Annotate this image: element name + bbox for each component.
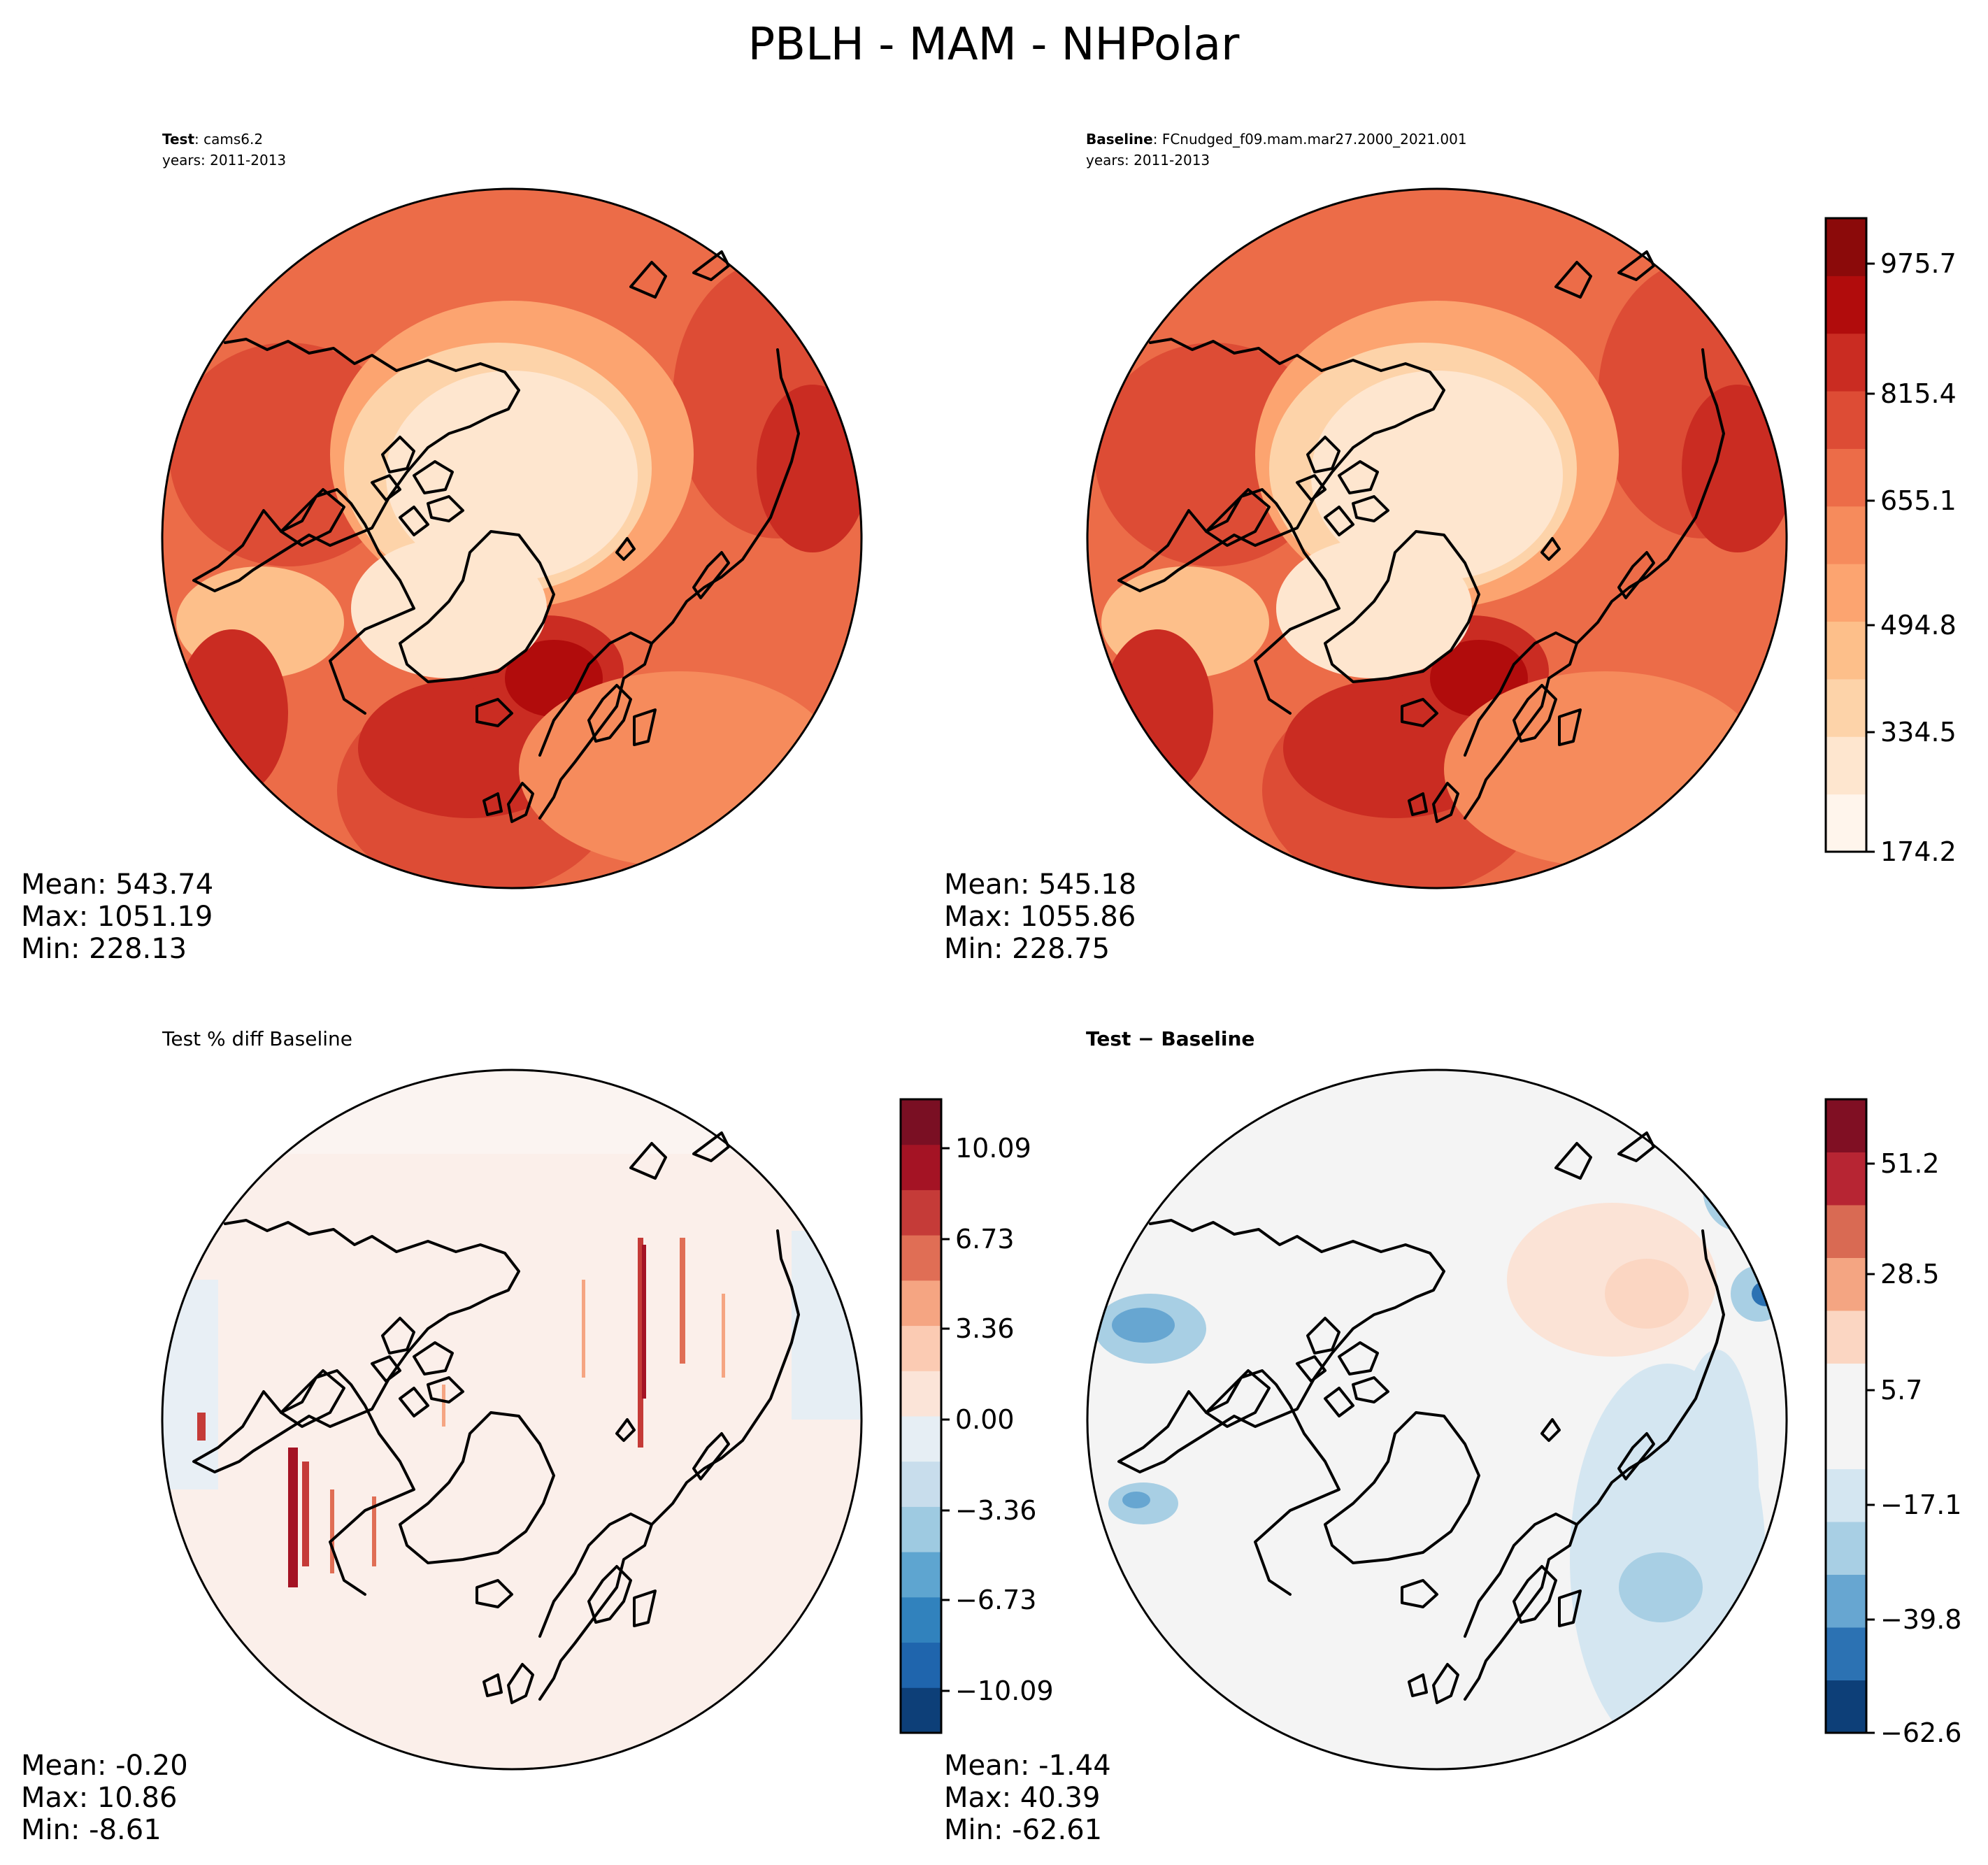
colorbar-segment [901,1506,941,1552]
colorbar-tick-label: −6.73 [955,1585,1036,1615]
colorbar-frame [1824,217,1868,853]
stat-mean: Mean: -1.44 [944,1750,1111,1782]
colorbar-tick-label: 655.1 [1880,485,1957,516]
colorbar-segment [1826,1627,1866,1680]
colorbar-segment [1826,1416,1866,1469]
colorbar-segment [901,1461,941,1507]
stat-max: Max: 1055.86 [944,901,1136,933]
stat-mean: Mean: 545.18 [944,869,1136,901]
colorbar-segment [1826,1469,1866,1522]
colorbar-tick-label: −3.36 [955,1495,1036,1526]
panel-test-header-rest: : cams6.2 [194,131,263,148]
colorbar-tick-label: 51.2 [1880,1148,1940,1179]
colorbar-segment [901,1642,941,1688]
stat-mean: Mean: -0.20 [21,1750,188,1782]
colorbar-tick-label: 334.5 [1880,717,1957,748]
colorbar-tick-label: 10.09 [955,1133,1031,1164]
panel-test-header: Test: cams6.2 [162,131,263,148]
colorbar-segment [901,1325,941,1371]
colorbar-tick-label: 5.7 [1880,1375,1922,1406]
panel-diff: Test − Baseline Mean: -1. [944,1027,1788,1846]
colorbar-segment [1826,1257,1866,1311]
colorbar-segment [1826,506,1866,564]
colorbar-segment [1826,1310,1866,1364]
panel-pctdiff-stats: Mean: -0.20 Max: 10.86 Min: -8.61 [21,1750,188,1846]
colorbar-segment [1826,448,1866,507]
colorbar-segment [1826,276,1866,334]
colorbar-segment [901,1596,941,1643]
colorbar-frame [899,1098,943,1734]
colorbar-segment [901,1687,941,1734]
map-diff [1086,1069,1788,1771]
colorbar-segment [1826,333,1866,392]
panel-test-header-bold: Test [162,131,194,148]
colorbar-tick-label: 975.7 [1880,248,1957,279]
colorbar-segment [901,1280,941,1327]
colorbar-segment [901,1552,941,1598]
colorbar-segment [1826,564,1866,622]
colorbar-segment [1826,1574,1866,1628]
colorbar-segment [1826,794,1866,852]
colorbar-tick-label: 494.8 [1880,610,1957,641]
colorbar-segment [1826,1099,1866,1152]
panel-baseline-stats: Mean: 545.18 Max: 1055.86 Min: 228.75 [944,869,1136,965]
colorbar-segment [901,1144,941,1190]
panel-test-years: years: 2011-2013 [162,152,286,169]
colorbar-segment [1826,218,1866,276]
colorbar-segment [901,1416,941,1462]
colorbar-tick-label: 174.2 [1880,836,1957,867]
colorbar-segment [1826,391,1866,449]
stat-max: Max: 10.86 [21,1782,177,1814]
panel-diff-stats: Mean: -1.44 Max: 40.39 Min: -62.61 [944,1750,1111,1846]
panel-diff-header: Test − Baseline [1086,1027,1254,1050]
colorbar-tick-label: 815.4 [1880,378,1957,409]
stat-min: Min: 228.75 [944,933,1110,965]
colorbar-segment [1826,678,1866,737]
stat-min: Min: -62.61 [944,1814,1102,1846]
panel-test-stats: Mean: 543.74 Max: 1051.19 Min: 228.13 [21,869,213,965]
colorbar-segment [1826,1152,1866,1206]
colorbar-tick-label: 6.73 [955,1224,1015,1255]
panel-pctdiff-header: Test % diff Baseline [162,1027,352,1050]
colorbar-segment [1826,1522,1866,1575]
colorbar-segment [1826,1205,1866,1258]
colorbar-tick-label: −17.1 [1880,1489,1961,1520]
map-baseline [1086,187,1788,889]
map-test [161,187,863,889]
panel-test: Test: cams6.2 years: 2011-2013 [21,131,863,965]
colorbar-segment [901,1099,941,1145]
stat-max: Max: 1051.19 [21,901,213,933]
panel-baseline-years: years: 2011-2013 [1086,152,1210,169]
colorbar-frame [1824,1098,1868,1734]
colorbar-tick-label: −10.09 [955,1675,1054,1706]
colorbar-segment [901,1235,941,1281]
colorbar-tick-label: −39.8 [1880,1604,1961,1635]
colorbar-diff: 51.2 28.5 5.7 −17.1 −39.8 −62.6 [1824,1098,1961,1748]
panel-baseline-header-rest: : FCnudged_f09.mam.mar27.2000_2021.001 [1153,131,1467,148]
colorbar-tick-label: 28.5 [1880,1259,1940,1289]
colorbar-tick-label: −62.6 [1880,1717,1961,1748]
colorbar-segment [901,1371,941,1417]
stat-max: Max: 40.39 [944,1782,1100,1814]
colorbar-segment [901,1189,941,1236]
colorbar-segment [1826,736,1866,795]
panel-baseline-header: Baseline: FCnudged_f09.mam.mar27.2000_20… [1086,131,1467,148]
stat-min: Min: 228.13 [21,933,187,965]
panel-baseline-header-bold: Baseline [1086,131,1153,148]
panel-pctdiff: Test % diff Baseline [21,1027,863,1846]
panel-baseline: Baseline: FCnudged_f09.mam.mar27.2000_20… [944,131,1788,965]
colorbar-segment [1826,1363,1866,1417]
colorbar-pblh: 975.7 815.4 655.1 494.8 334.5 174.2 [1824,217,1957,867]
colorbar-segment [1826,1680,1866,1734]
map-pctdiff [161,1069,863,1771]
stat-mean: Mean: 543.74 [21,869,213,901]
colorbar-tick-label: 0.00 [955,1404,1015,1435]
colorbar-segment [1826,621,1866,680]
stat-min: Min: -8.61 [21,1814,162,1846]
figure-title: PBLH - MAM - NHPolar [748,19,1240,71]
colorbar-tick-label: 3.36 [955,1313,1015,1344]
colorbar-pctdiff: 10.09 6.73 3.36 0.00 −3.36 −6.73 −10.09 [899,1098,1054,1734]
